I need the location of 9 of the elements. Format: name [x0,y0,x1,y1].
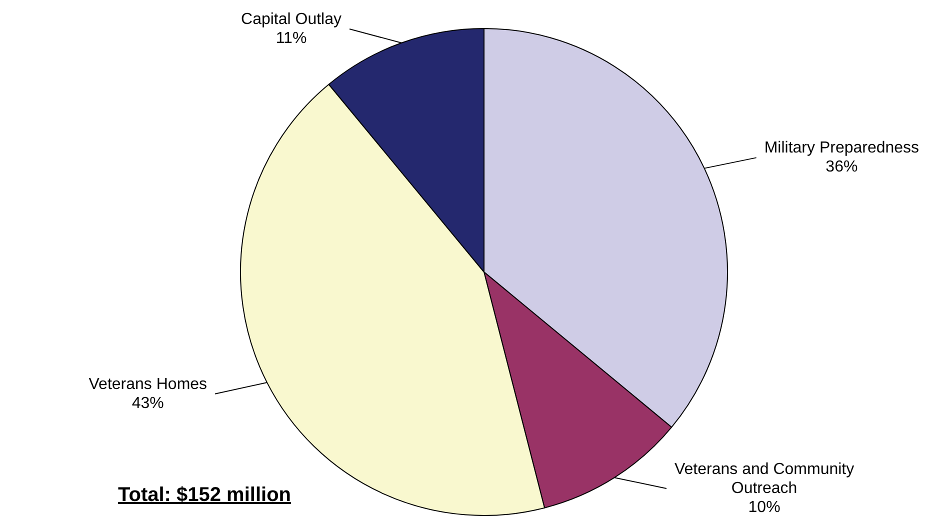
text: Total: $152 million [118,484,291,507]
data-label: 43% [132,394,164,412]
slice-label: Military Preparedness [764,140,920,157]
slice-label: Veterans and Community Outreach [674,460,854,497]
data-label: 36% [826,158,858,176]
data-label: 11% [276,30,307,47]
slice-label: Capital Outlay [241,10,342,28]
data-label: 10% [748,498,780,516]
slice-label: Veterans Homes [88,376,208,393]
